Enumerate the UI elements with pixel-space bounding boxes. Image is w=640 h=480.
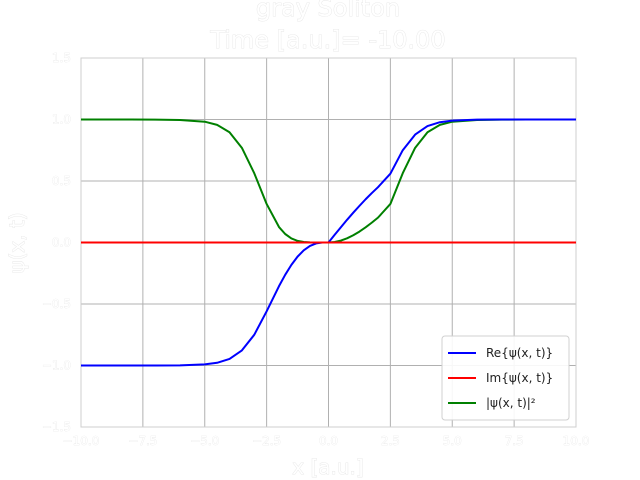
legend: Re{ψ(x, t)} Im{ψ(x, t)} |ψ(x, t)|²	[441, 335, 570, 421]
x-tick-label: 7.5	[505, 434, 524, 448]
x-tick-label: 0.0	[319, 434, 338, 448]
chart-title-line1: gray Soliton	[256, 0, 400, 22]
y-tick-labels: −1.5 −1.0 −0.5 0.0 0.5 1.0 1.5	[42, 51, 72, 435]
legend-label: |ψ(x, t)|²	[486, 396, 536, 410]
legend-label: Re{ψ(x, t)}	[486, 346, 553, 360]
x-tick-labels: −10.0 −7.5 −5.0 −2.5 0.0 2.5 5.0 7.5 10.0	[62, 434, 590, 449]
x-tick-label: 5.0	[443, 434, 462, 448]
y-tick-label: 1.0	[52, 113, 71, 127]
y-tick-label: 0.0	[52, 236, 71, 250]
x-tick-label: −2.5	[252, 434, 281, 448]
x-tick-label: 10.0	[563, 434, 590, 448]
legend-box	[441, 335, 570, 421]
y-tick-label: −0.5	[42, 297, 71, 311]
x-tick-label: −5.0	[190, 434, 219, 448]
y-tick-label: −1.0	[42, 359, 71, 373]
y-tick-label: 0.5	[52, 174, 71, 188]
y-axis-label: ψ(x, t)	[5, 212, 29, 273]
legend-label: Im{ψ(x, t)}	[486, 371, 553, 385]
y-tick-label: −1.5	[42, 420, 71, 434]
chart-title-line2: Time [a.u.]= -10.00	[209, 26, 445, 54]
x-tick-label: −7.5	[128, 434, 157, 448]
x-tick-label: −10.0	[63, 434, 100, 448]
x-tick-label: 2.5	[381, 434, 400, 448]
y-tick-label: 1.5	[52, 51, 71, 65]
x-axis-label: x [a.u.]	[292, 455, 363, 479]
series-group	[80, 118, 577, 367]
